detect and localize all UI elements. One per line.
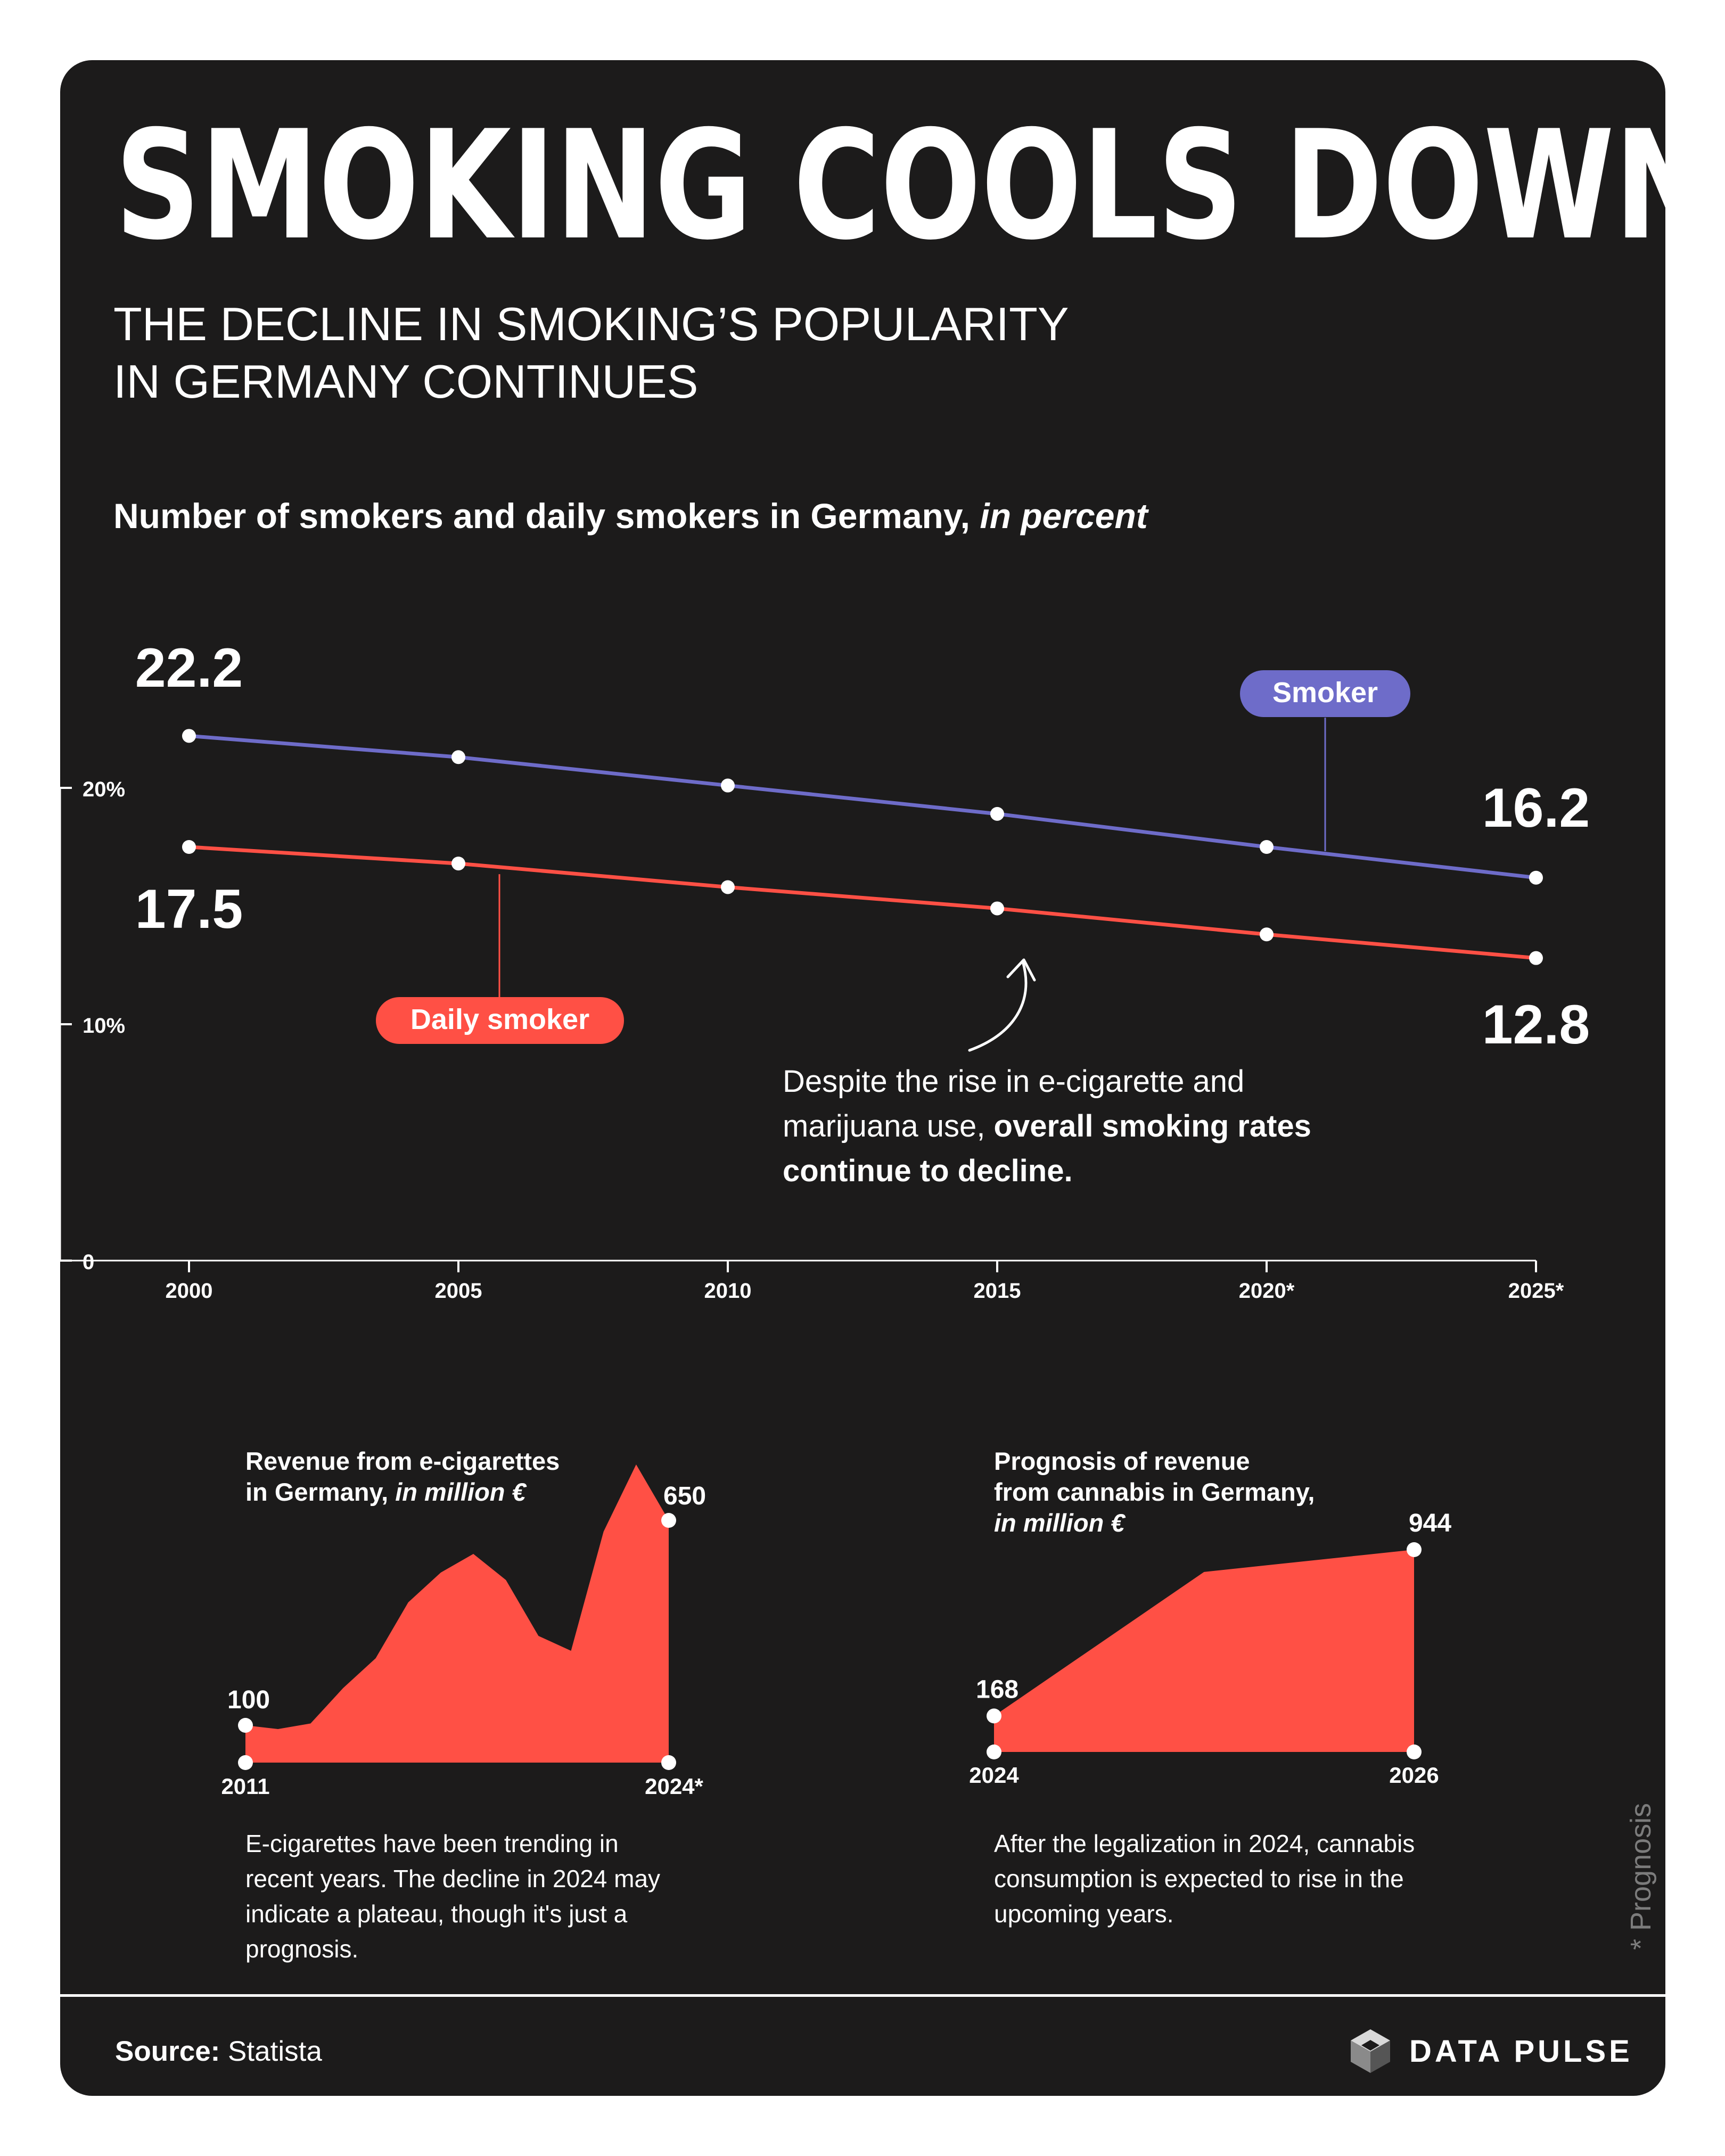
main-chart-heading-text: Number of smokers and daily smokers in G… bbox=[113, 496, 980, 536]
y-tick-label: 0 bbox=[83, 1250, 94, 1274]
source-label: Source: bbox=[115, 2036, 220, 2067]
subtitle: THE DECLINE IN SMOKING’S POPULARITY IN G… bbox=[113, 295, 1069, 410]
cannabis-title-line-1: Prognosis of revenue bbox=[994, 1447, 1250, 1475]
footer-divider bbox=[60, 1994, 1665, 1997]
y-tick-label: 10% bbox=[83, 1014, 125, 1038]
cannabis-end-value: 944 bbox=[1409, 1509, 1451, 1537]
cannabis-axis-end-point bbox=[1407, 1744, 1422, 1759]
daily-smoker-start-value: 17.5 bbox=[135, 878, 243, 940]
cannabis-start-point bbox=[987, 1708, 1001, 1724]
daily-smoker-line bbox=[188, 845, 1537, 960]
smoker-point bbox=[1260, 840, 1274, 854]
smoker-point bbox=[721, 778, 735, 793]
cannabis-chart-title: Prognosis of revenue from cannabis in Ge… bbox=[994, 1446, 1315, 1538]
cannabis-start-value: 168 bbox=[976, 1675, 1018, 1704]
ecig-x-start-label: 2011 bbox=[221, 1774, 269, 1799]
main-chart-heading: Number of smokers and daily smokers in G… bbox=[113, 496, 1148, 536]
charts-canvas: 0 10% 20% 2000 2005 2010 2015 2020* 2025* Smoker D… bbox=[60, 637, 1590, 1799]
ecig-title-line-2: in Germany, in million € bbox=[245, 1477, 560, 1508]
ecig-chart-title: Revenue from e-cigarettes in Germany, in… bbox=[245, 1446, 560, 1508]
smoker-point bbox=[182, 729, 196, 743]
cannabis-x-end-label: 2026 bbox=[1389, 1763, 1439, 1788]
daily-smoker-legend-label: Daily smoker bbox=[410, 1003, 589, 1035]
subtitle-line-2: IN GERMANY CONTINUES bbox=[113, 355, 699, 408]
cannabis-x-start-label: 2024 bbox=[969, 1763, 1019, 1788]
daily-smoker-point bbox=[182, 840, 196, 854]
main-chart-annotation: Despite the rise in e-cigarette and mari… bbox=[783, 1059, 1368, 1194]
ecig-chart-note: E-cigarettes have been trending in recen… bbox=[245, 1830, 661, 1963]
cannabis-end-point bbox=[1407, 1542, 1422, 1557]
daily-smoker-point bbox=[1260, 927, 1274, 942]
y-tick-label: 20% bbox=[83, 778, 125, 801]
x-tick-label: 2005 bbox=[435, 1279, 482, 1303]
smoker-start-value: 22.2 bbox=[135, 637, 243, 699]
smoker-legend-label: Smoker bbox=[1272, 677, 1378, 709]
daily-smoker-point bbox=[721, 880, 735, 894]
ecig-end-point bbox=[661, 1513, 676, 1528]
daily-smoker-point bbox=[1529, 951, 1543, 965]
infographic-card: SMOKING COOLS DOWN THE DECLINE IN SMOKIN… bbox=[60, 60, 1665, 2096]
daily-smoker-legend-pill bbox=[376, 997, 624, 1044]
x-tick-label: 2010 bbox=[704, 1279, 752, 1303]
daily-smoker-end-value: 12.8 bbox=[1482, 994, 1590, 1056]
annotation-arrow bbox=[968, 960, 1028, 1052]
cannabis-revenue-area bbox=[994, 1550, 1414, 1752]
ecig-revenue-area bbox=[245, 1464, 669, 1763]
x-tick-label: 2015 bbox=[974, 1279, 1021, 1303]
ecig-title-unit: in million € bbox=[395, 1478, 526, 1506]
annotation-bold: overall smoking rates continue to declin… bbox=[783, 1109, 1311, 1188]
brand-cube-icon bbox=[1351, 2029, 1390, 2073]
daily-smoker-point bbox=[451, 857, 465, 871]
brand-name: DATA PULSE bbox=[1409, 2034, 1633, 2069]
cannabis-axis-start-point bbox=[987, 1744, 1001, 1759]
annotation-arrow-head bbox=[1006, 958, 1036, 982]
cannabis-title-unit: in million € bbox=[994, 1509, 1125, 1537]
ecig-end-value: 650 bbox=[663, 1482, 706, 1510]
x-tick-label: 2020* bbox=[1239, 1279, 1295, 1303]
ecig-start-point bbox=[238, 1718, 253, 1733]
ecig-title-line-1: Revenue from e-cigarettes bbox=[245, 1447, 560, 1475]
cannabis-title-line-2: from cannabis in Germany, bbox=[994, 1478, 1315, 1506]
smoker-point bbox=[990, 807, 1004, 821]
prognosis-footnote: * Prognosis bbox=[1625, 1803, 1657, 1950]
ecig-title-region: in Germany, bbox=[245, 1478, 396, 1506]
x-tick-label: 2000 bbox=[166, 1279, 213, 1303]
x-tick-label: 2025* bbox=[1508, 1279, 1564, 1303]
source-value: Statista bbox=[220, 2036, 322, 2067]
brand-logo: DATA PULSE bbox=[1346, 2025, 1633, 2078]
ecig-start-value: 100 bbox=[227, 1686, 270, 1714]
main-title: SMOKING COOLS DOWN bbox=[115, 98, 1665, 273]
smoker-point bbox=[1529, 870, 1543, 885]
cannabis-chart-note: After the legalization in 2024, cannabis… bbox=[994, 1830, 1415, 1928]
subtitle-line-1: THE DECLINE IN SMOKING’S POPULARITY bbox=[113, 298, 1069, 350]
cannabis-title-line-3: in million € bbox=[994, 1508, 1315, 1538]
annotation-plain: Despite the rise in e-cigarette and mari… bbox=[783, 1064, 1245, 1143]
ecig-axis-start-point bbox=[238, 1755, 253, 1770]
ecig-x-end-label: 2024* bbox=[645, 1774, 703, 1799]
smoker-point bbox=[451, 750, 465, 764]
smoker-legend-pill bbox=[1240, 670, 1410, 717]
smoker-end-value: 16.2 bbox=[1482, 777, 1590, 839]
source-credit: Source: Statista bbox=[115, 2035, 322, 2068]
smoker-line bbox=[188, 734, 1537, 880]
daily-smoker-point bbox=[990, 901, 1004, 916]
ecig-axis-end-point bbox=[661, 1755, 676, 1770]
main-chart-heading-unit: in percent bbox=[980, 496, 1148, 536]
